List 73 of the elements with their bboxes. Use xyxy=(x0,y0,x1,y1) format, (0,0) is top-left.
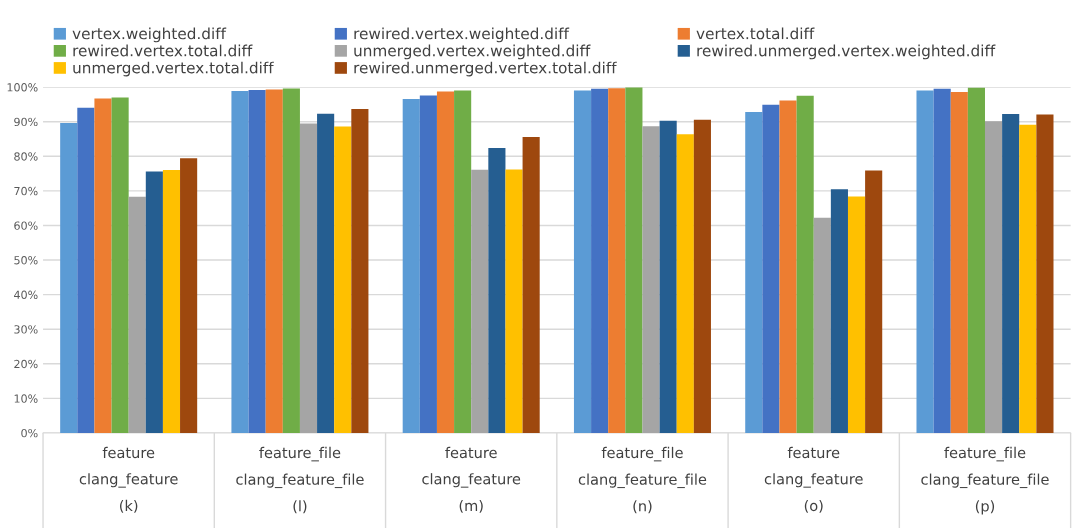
bar xyxy=(693,119,711,433)
bar xyxy=(745,112,763,433)
bar xyxy=(625,87,643,433)
bar xyxy=(162,170,181,433)
bar xyxy=(299,123,318,433)
y-tick-label: 60% xyxy=(14,221,38,230)
bar xyxy=(659,120,677,433)
bar xyxy=(60,123,78,433)
bar xyxy=(111,97,129,433)
bar xyxy=(231,90,249,433)
bar xyxy=(522,136,540,433)
bar xyxy=(762,104,780,433)
bar xyxy=(1036,114,1054,433)
x-tick-label: feature clang_feature (o) xyxy=(764,446,863,513)
bar xyxy=(351,108,369,433)
y-tick-label: 80% xyxy=(14,152,38,161)
legend-label: vertex.weighted.diff xyxy=(72,27,227,43)
bar xyxy=(933,88,951,433)
y-tick-label: 30% xyxy=(14,325,38,334)
bar xyxy=(865,170,883,433)
bar xyxy=(847,196,866,433)
bar xyxy=(573,90,592,433)
bar xyxy=(1019,124,1037,433)
bar xyxy=(282,88,300,433)
x-tick-label: feature clang_feature (k) xyxy=(79,446,178,513)
y-tick-label: 50% xyxy=(14,256,38,265)
bar xyxy=(608,88,626,433)
bar xyxy=(591,88,609,433)
bar xyxy=(830,189,848,433)
bar xyxy=(317,113,335,433)
legend-label: unmerged.vertex.total.diff xyxy=(73,61,274,77)
bar xyxy=(813,217,831,433)
bar xyxy=(436,91,455,433)
bar xyxy=(967,87,985,433)
bar xyxy=(180,158,198,433)
bar xyxy=(676,134,694,433)
x-tick-label: feature clang_feature (m) xyxy=(422,446,521,513)
bar xyxy=(402,98,420,433)
bar xyxy=(454,90,472,433)
y-tick-label: 10% xyxy=(14,394,38,403)
bar xyxy=(334,126,352,433)
x-tick-label: feature_file clang_feature_file (p) xyxy=(921,446,1049,515)
bar xyxy=(796,95,814,433)
bar xyxy=(642,126,660,433)
legend-label: rewired.unmerged.vertex.total.diff xyxy=(354,61,617,77)
legend-label: rewired.vertex.weighted.diff xyxy=(354,27,570,43)
bar xyxy=(94,98,112,433)
bar xyxy=(128,196,146,433)
y-tick-label: 90% xyxy=(14,117,38,127)
bar xyxy=(984,121,1003,433)
y-tick-label: 20% xyxy=(14,359,38,369)
x-tick-label: feature_file clang_feature_file (l) xyxy=(236,446,364,514)
bar xyxy=(471,169,489,433)
legend-label: rewired.unmerged.vertex.weighted.diff xyxy=(697,44,996,60)
bar xyxy=(419,95,437,433)
bar xyxy=(779,100,797,433)
bar xyxy=(1002,114,1020,433)
bar xyxy=(77,107,95,433)
x-tick-label: feature_file clang_feature_file (n) xyxy=(578,446,707,514)
bar xyxy=(505,169,523,433)
y-tick-label: 40% xyxy=(14,290,38,299)
bar xyxy=(145,171,163,433)
bar xyxy=(916,90,934,433)
bar xyxy=(950,91,968,433)
legend-label: unmerged.vertex.weighted.diff xyxy=(354,44,591,60)
y-tick-label: 100% xyxy=(7,83,38,92)
legend-label: rewired.vertex.total.diff xyxy=(73,44,253,57)
y-tick-label: 0% xyxy=(21,428,38,438)
legend-label: vertex.total.diff xyxy=(696,27,815,40)
bar xyxy=(248,89,266,433)
y-tick-label: 70% xyxy=(14,186,38,196)
bar xyxy=(488,147,506,433)
bar xyxy=(265,89,283,433)
